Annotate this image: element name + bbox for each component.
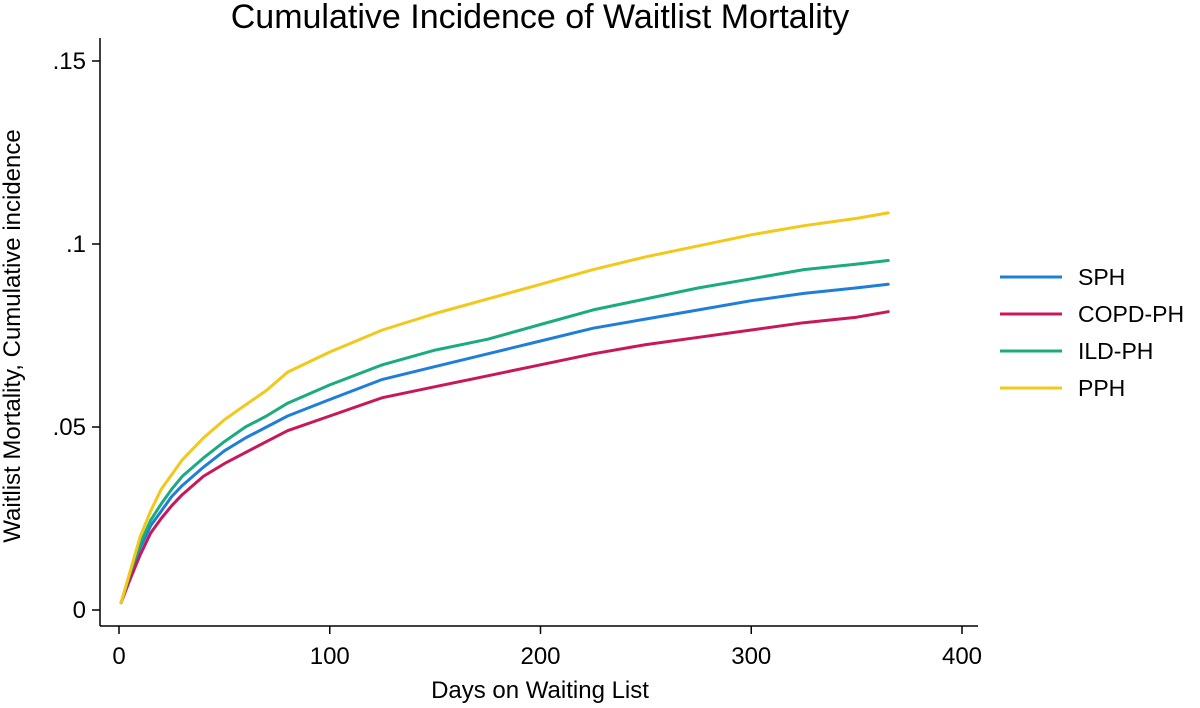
- y-tick-label: .15: [53, 48, 86, 75]
- x-tick-label: 200: [520, 643, 560, 670]
- y-axis-title: Waitlist Mortality, Cumulative incidence: [0, 129, 26, 542]
- series-line-ild-ph: [119, 259, 890, 605]
- y-tick-label: .1: [66, 231, 86, 258]
- x-tick-label: 300: [731, 643, 771, 670]
- x-tick-label: 0: [112, 643, 125, 670]
- legend-label-sph: SPH: [1078, 264, 1125, 290]
- series-line-sph: [119, 282, 890, 605]
- series-lines: [119, 211, 890, 605]
- x-tick-label: 100: [310, 643, 350, 670]
- series-line-pph: [119, 211, 890, 605]
- y-tick-label: 0: [73, 597, 86, 624]
- series-line-copd-ph: [119, 310, 890, 605]
- chart-title: Cumulative Incidence of Waitlist Mortali…: [231, 0, 850, 36]
- legend-label-pph: PPH: [1078, 375, 1125, 401]
- x-axis-title: Days on Waiting List: [431, 677, 649, 704]
- x-axis-ticks: 0 100 200 300 400: [112, 626, 982, 670]
- legend: SPH COPD-PH ILD-PH PPH: [1000, 264, 1184, 401]
- y-tick-label: .05: [53, 414, 86, 441]
- y-axis-ticks: 0 .05 .1 .15: [53, 48, 100, 624]
- plot-area: 0 .05 .1 .15 0 100 200 300 400: [53, 38, 982, 670]
- legend-label-copd-ph: COPD-PH: [1078, 301, 1184, 327]
- legend-label-ild-ph: ILD-PH: [1078, 338, 1153, 364]
- x-tick-label: 400: [942, 643, 982, 670]
